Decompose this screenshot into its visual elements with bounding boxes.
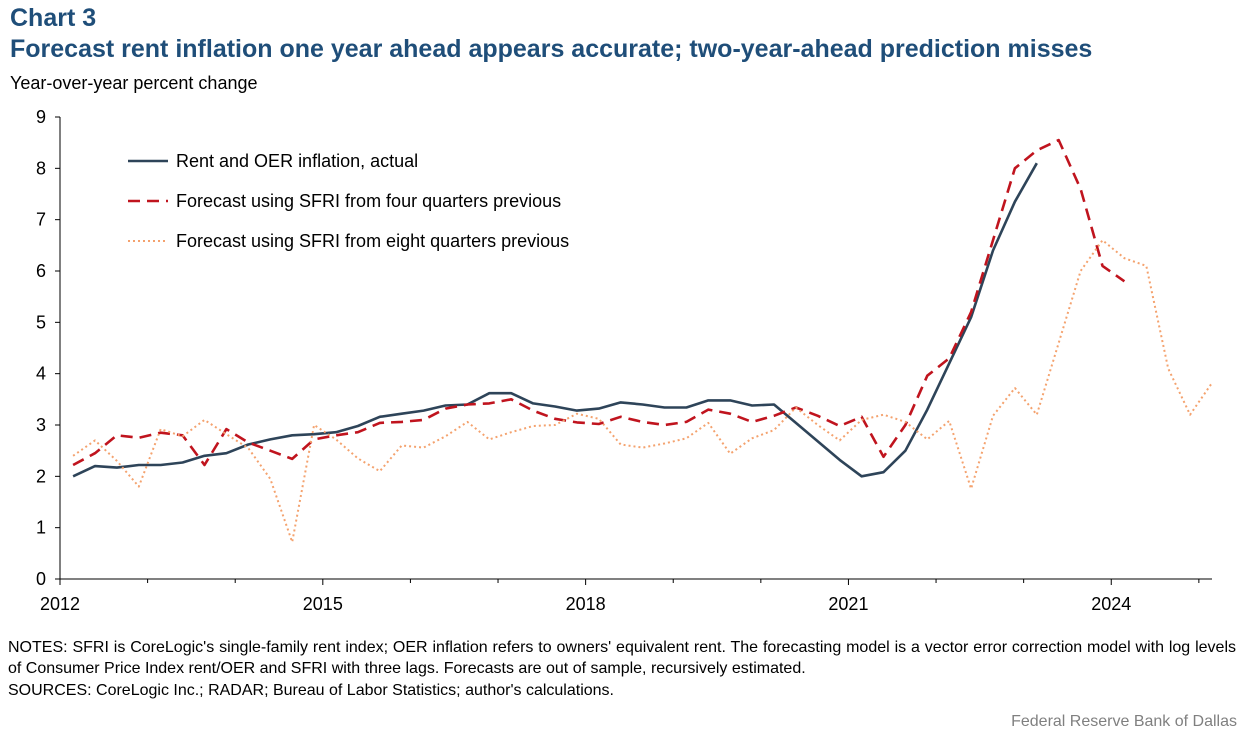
y-tick-label: 2 [36,466,46,486]
x-tick-label: 2021 [828,594,868,614]
y-axis-label: Year-over-year percent change [10,73,258,93]
y-tick-label: 1 [36,518,46,538]
chart-series [72,138,1213,543]
y-tick-label: 5 [36,312,46,332]
legend-item-forecast-eight-quarters-label: Forecast using SFRI from eight quarters … [176,231,569,251]
y-tick-label: 4 [36,364,46,384]
legend-item-actual-label: Rent and OER inflation, actual [176,151,418,171]
y-tick-label: 7 [36,210,46,230]
y-tick-label: 9 [36,107,46,127]
forecast-eight-quarter-series-line [72,239,1213,543]
y-tick-label: 0 [36,569,46,589]
publisher-credit: Federal Reserve Bank of Dallas [1011,713,1237,730]
y-tick-label: 8 [36,158,46,178]
y-tick-label: 3 [36,415,46,435]
chart-number: Chart 3 [10,4,97,32]
x-tick-label: 2012 [40,594,80,614]
forecast-four-quarter-series-line [72,138,1126,467]
y-tick-label: 6 [36,261,46,281]
legend-item-forecast-four-quarters-label: Forecast using SFRI from four quarters p… [176,191,561,211]
chart-sources: SOURCES: CoreLogic Inc.; RADAR; Bureau o… [8,682,614,699]
x-tick-label: 2018 [566,594,606,614]
actual-series-line [72,162,1038,478]
chart-axes: 0 1 2 3 4 5 6 7 8 9 2012 2015 2018 2021 2024 [36,107,1212,614]
chart-title: Forecast rent inflation one year ahead a… [10,35,1093,63]
line-chart: 0 1 2 3 4 5 6 7 8 9 2012 2015 2018 2021 2024 Rent and … [36,107,1213,614]
x-tick-label: 2015 [303,594,343,614]
x-tick-label: 2024 [1091,594,1131,614]
chart-legend: Rent and OER inflation, actual Forecast u… [128,151,569,251]
chart-notes: NOTES: SFRI is CoreLogic's single-family… [8,639,1236,677]
